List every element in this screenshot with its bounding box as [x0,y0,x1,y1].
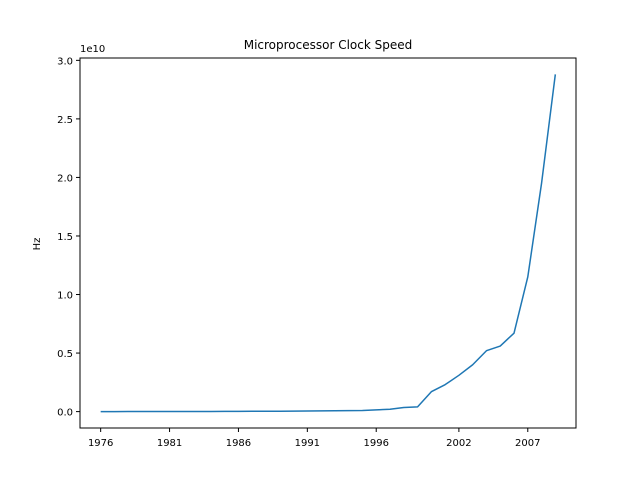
y-tick-label: 2.0 [57,173,73,184]
x-tick-label: 1996 [363,438,388,449]
x-tick-label: 1986 [226,438,251,449]
x-axis: 1976 1981 1986 1991 1996 2002 2007 [88,428,541,449]
y-tick-label: 1.0 [57,291,73,302]
x-tick-label: 2007 [515,438,540,449]
y-tick-label: 3.0 [57,56,73,67]
y-tick-label: 1.5 [57,232,73,243]
chart-title: Microprocessor Clock Speed [244,38,413,52]
x-tick-label: 1991 [295,438,320,449]
y-tick-label: 2.5 [57,115,73,126]
x-tick-label: 1981 [157,438,182,449]
x-tick-label: 1976 [88,438,113,449]
series-line [100,74,557,413]
plot-frame [79,57,577,429]
y-tick-label: 0.5 [57,349,73,360]
plot-area [100,74,557,413]
y-tick-label: 0.0 [57,408,73,419]
y-axis: 0.0 0.5 1.0 1.5 2.0 2.5 3.0 [57,56,80,419]
y-offset-label: 1e10 [80,44,105,55]
x-tick-label: 2002 [446,438,471,449]
y-axis-label: Hz [32,238,43,251]
